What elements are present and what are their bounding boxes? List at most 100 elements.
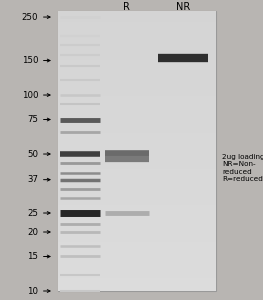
Bar <box>58 68 216 69</box>
Bar <box>58 201 216 202</box>
Text: 150: 150 <box>22 56 38 65</box>
Text: 25: 25 <box>27 208 38 217</box>
Bar <box>58 287 216 288</box>
Bar <box>58 214 216 215</box>
Bar <box>58 264 216 266</box>
Bar <box>58 29 216 30</box>
Bar <box>58 245 216 246</box>
Bar <box>58 177 216 179</box>
Bar <box>58 206 216 207</box>
Bar <box>58 250 216 252</box>
Bar <box>58 288 216 290</box>
Bar <box>58 156 216 158</box>
Bar <box>58 78 216 79</box>
Bar <box>58 117 216 118</box>
Text: 2ug loading
NR=Non-
reduced
R=reduced: 2ug loading NR=Non- reduced R=reduced <box>222 154 263 182</box>
Bar <box>58 284 216 285</box>
Bar <box>58 212 216 214</box>
Bar <box>58 104 216 106</box>
Bar <box>58 124 216 125</box>
Bar <box>58 22 216 23</box>
Text: 37: 37 <box>27 175 38 184</box>
Bar <box>58 57 216 58</box>
Bar <box>58 137 216 138</box>
Bar <box>58 51 216 52</box>
Bar <box>58 133 216 134</box>
Bar <box>58 102 216 103</box>
Bar <box>58 248 216 249</box>
Text: 10: 10 <box>27 286 38 296</box>
Bar <box>58 228 216 229</box>
Bar <box>58 184 216 186</box>
Bar <box>58 246 216 247</box>
Bar <box>58 236 216 238</box>
Bar <box>58 189 216 190</box>
Bar <box>58 276 216 277</box>
Bar <box>58 107 216 109</box>
Bar <box>58 220 216 221</box>
Bar <box>58 191 216 193</box>
Bar <box>58 211 216 212</box>
Bar <box>58 120 216 121</box>
Bar <box>58 221 216 222</box>
Bar <box>58 130 216 131</box>
Bar <box>58 106 216 107</box>
Bar <box>58 46 216 47</box>
Bar <box>58 217 216 218</box>
Bar <box>58 82 216 83</box>
Bar <box>58 204 216 206</box>
Bar <box>58 114 216 116</box>
Bar <box>58 159 216 160</box>
Bar <box>58 207 216 208</box>
Bar <box>58 198 216 200</box>
Bar <box>58 210 216 211</box>
Bar <box>58 67 216 68</box>
Bar <box>58 278 216 280</box>
Bar <box>58 41 216 43</box>
Bar <box>58 290 216 291</box>
Bar <box>58 13 216 15</box>
Bar <box>58 260 216 262</box>
Bar <box>58 149 216 151</box>
Bar <box>58 33 216 34</box>
Bar <box>58 168 216 169</box>
Text: 20: 20 <box>27 227 38 236</box>
Bar <box>58 256 216 257</box>
Bar <box>58 86 216 88</box>
Bar <box>58 162 216 164</box>
Bar <box>58 72 216 74</box>
Bar <box>58 176 216 177</box>
Bar <box>58 125 216 127</box>
Bar <box>58 196 216 197</box>
Bar <box>58 83 216 85</box>
Bar <box>58 173 216 175</box>
Bar <box>58 58 216 60</box>
Bar <box>58 34 216 36</box>
Bar <box>58 40 216 41</box>
Bar <box>58 222 216 224</box>
Bar <box>58 235 216 236</box>
Bar <box>58 20 216 22</box>
Bar <box>58 81 216 82</box>
Bar <box>58 131 216 133</box>
Bar <box>58 232 216 233</box>
Bar <box>58 23 216 25</box>
Bar <box>58 141 216 142</box>
Bar <box>58 166 216 168</box>
Bar <box>58 52 216 54</box>
Bar <box>58 183 216 184</box>
Bar <box>58 266 216 267</box>
Text: 15: 15 <box>27 252 38 261</box>
Bar <box>58 38 216 40</box>
Bar <box>58 99 216 100</box>
Bar <box>58 190 216 191</box>
Bar <box>58 193 216 194</box>
Bar <box>58 36 216 37</box>
Bar <box>58 75 216 76</box>
Bar <box>58 194 216 196</box>
Bar <box>58 187 216 189</box>
Bar <box>58 218 216 220</box>
Bar <box>58 263 216 264</box>
Bar <box>58 92 216 93</box>
Bar <box>58 155 216 156</box>
